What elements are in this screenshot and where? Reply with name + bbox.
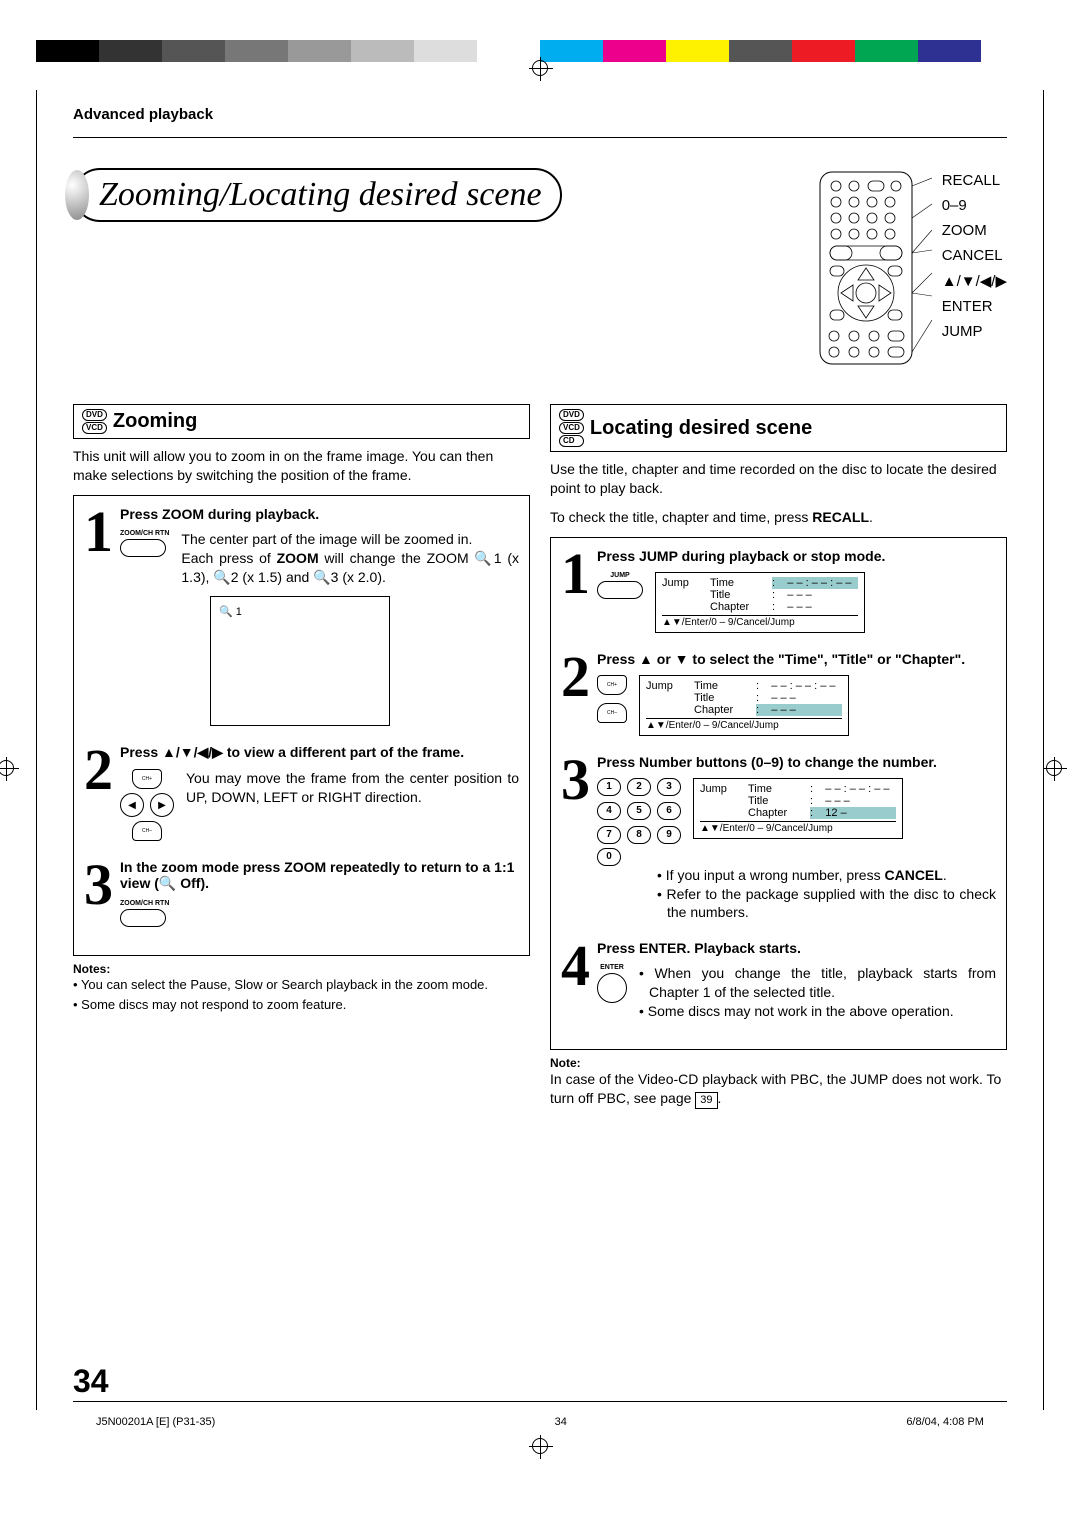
- step-number: 3: [84, 859, 120, 927]
- registration-mark-icon: [532, 1438, 548, 1454]
- disc-badge: CD: [559, 435, 584, 447]
- number-button-icon: 8: [627, 826, 651, 844]
- content-frame: Advanced playback Zooming/Locating desir…: [36, 90, 1044, 1410]
- step-text: When you change the title, playback star…: [639, 964, 996, 1002]
- footer-doc-id: J5N00201A [E] (P31-35): [96, 1416, 215, 1428]
- page-number: 34: [73, 1363, 109, 1400]
- right-button-icon: ▶: [150, 793, 174, 817]
- note-item: Some discs may not respond to zoom featu…: [73, 996, 530, 1014]
- number-button-icon: 5: [627, 802, 651, 820]
- number-button-icon: 7: [597, 826, 621, 844]
- ch-plus-button-icon: CH+: [597, 675, 627, 695]
- section-heading: Zooming: [113, 410, 197, 433]
- intro-text: .: [869, 509, 873, 525]
- osd-display: JumpTime: – – : – – : – –Title: – – –Cha…: [693, 778, 903, 839]
- remote-control-icon: [812, 168, 932, 368]
- notes-heading: Notes:: [73, 962, 530, 976]
- button-label: ZOOM/CH RTN: [120, 530, 169, 537]
- button-label: ZOOM/CH RTN: [120, 900, 169, 907]
- number-button-icon: 3: [657, 778, 681, 796]
- breadcrumb: Advanced playback: [73, 106, 1007, 123]
- registration-mark-icon: [1046, 760, 1062, 776]
- number-button-icon: 4: [597, 802, 621, 820]
- step-number: 1: [561, 548, 597, 633]
- zooming-section: DVD VCD Zooming This unit will allow you…: [73, 404, 530, 1119]
- ch-minus-button-icon: CH–: [132, 821, 162, 841]
- registration-mark-icon: [0, 760, 14, 776]
- remote-label: CANCEL: [942, 247, 1007, 264]
- note-item: You can select the Pause, Slow or Search…: [73, 976, 530, 994]
- remote-label: ZOOM: [942, 222, 1007, 239]
- step-text: The center part of the image will be zoo…: [181, 531, 472, 547]
- section-heading: Locating desired scene: [590, 417, 812, 440]
- remote-label: 0–9: [942, 197, 1007, 214]
- number-button-icon: 2: [627, 778, 651, 796]
- remote-label: ▲/▼/◀/▶: [942, 272, 1007, 290]
- ch-minus-button-icon: CH–: [597, 703, 627, 723]
- step-number: 2: [561, 651, 597, 736]
- step-text: Some discs may not work in the above ope…: [639, 1002, 996, 1021]
- disc-badge: DVD: [82, 409, 107, 421]
- footer-page: 34: [555, 1416, 567, 1428]
- remote-button-icon: [120, 539, 166, 557]
- step-text: CANCEL: [884, 867, 942, 883]
- step-title: In the zoom mode press ZOOM repeatedly t…: [120, 859, 519, 892]
- step-number: 1: [84, 506, 120, 727]
- page-title: Zooming/Locating desired scene: [73, 168, 562, 222]
- locating-section: DVD VCD CD Locating desired scene Use th…: [550, 404, 1007, 1119]
- remote-label: RECALL: [942, 172, 1007, 189]
- osd-display: JumpTime: – – : – – : – –Title: – – –Cha…: [655, 572, 865, 633]
- ch-plus-button-icon: CH+: [132, 769, 162, 789]
- button-label: JUMP: [597, 572, 643, 579]
- notes-heading: Note:: [550, 1056, 1007, 1070]
- page: Advanced playback Zooming/Locating desir…: [0, 0, 1080, 1528]
- disc-badge: VCD: [559, 422, 584, 434]
- step-title: Press ZOOM during playback.: [120, 506, 519, 522]
- remote-label: JUMP: [942, 323, 1007, 340]
- step-number: 3: [561, 754, 597, 923]
- footer-meta: J5N00201A [E] (P31-35) 34 6/8/04, 4:08 P…: [36, 1410, 1044, 1428]
- step-number: 2: [84, 744, 120, 841]
- intro-text: RECALL: [812, 509, 869, 525]
- number-button-icon: 1: [597, 778, 621, 796]
- remote-label: ENTER: [942, 298, 1007, 315]
- intro-text: Use the title, chapter and time recorded…: [550, 460, 1007, 498]
- disc-badge: VCD: [82, 422, 107, 434]
- notes-list: You can select the Pause, Slow or Search…: [73, 976, 530, 1013]
- remote-labels: RECALL 0–9 ZOOM CANCEL ▲/▼/◀/▶ ENTER JUM…: [942, 168, 1007, 340]
- crop-marks-top: [36, 0, 1044, 90]
- step-title: Press ▲/▼/◀/▶ to view a different part o…: [120, 744, 519, 761]
- button-label: ENTER: [597, 964, 627, 971]
- step-text: If you input a wrong number, press: [666, 867, 885, 883]
- step-title: Press JUMP during playback or stop mode.: [597, 548, 996, 564]
- left-button-icon: ◀: [120, 793, 144, 817]
- tv-display-box: 🔍 1: [210, 596, 390, 726]
- osd-display: JumpTime: – – : – – : – –Title: – – –Cha…: [639, 675, 849, 736]
- number-button-icon: 9: [657, 826, 681, 844]
- note-text: .: [718, 1090, 722, 1106]
- remote-button-icon: [120, 909, 166, 927]
- note-text: In case of the Video-CD playback with PB…: [550, 1071, 1001, 1106]
- number-button-icon: 0: [597, 848, 621, 866]
- registration-mark-icon: [532, 60, 548, 76]
- number-pad-icon: 123 456 789: [597, 778, 681, 844]
- remote-button-icon: [597, 581, 643, 599]
- step-title: Press ENTER. Playback starts.: [597, 940, 996, 956]
- enter-button-icon: [597, 973, 627, 1003]
- step-text: .: [943, 867, 947, 883]
- page-ref: 39: [695, 1092, 717, 1109]
- intro-text: This unit will allow you to zoom in on t…: [73, 447, 530, 485]
- step-text: Refer to the package supplied with the d…: [657, 885, 996, 923]
- step-text: ZOOM: [277, 550, 319, 566]
- intro-text: To check the title, chapter and time, pr…: [550, 509, 812, 525]
- step-title: Press ▲ or ▼ to select the "Time", "Titl…: [597, 651, 996, 667]
- step-number: 4: [561, 940, 597, 1021]
- disc-badge: DVD: [559, 409, 584, 421]
- step-title: Press Number buttons (0–9) to change the…: [597, 754, 996, 770]
- footer-datetime: 6/8/04, 4:08 PM: [906, 1416, 984, 1428]
- number-button-icon: 6: [657, 802, 681, 820]
- step-text: You may move the frame from the center p…: [186, 769, 519, 841]
- step-text: Each press of: [181, 550, 276, 566]
